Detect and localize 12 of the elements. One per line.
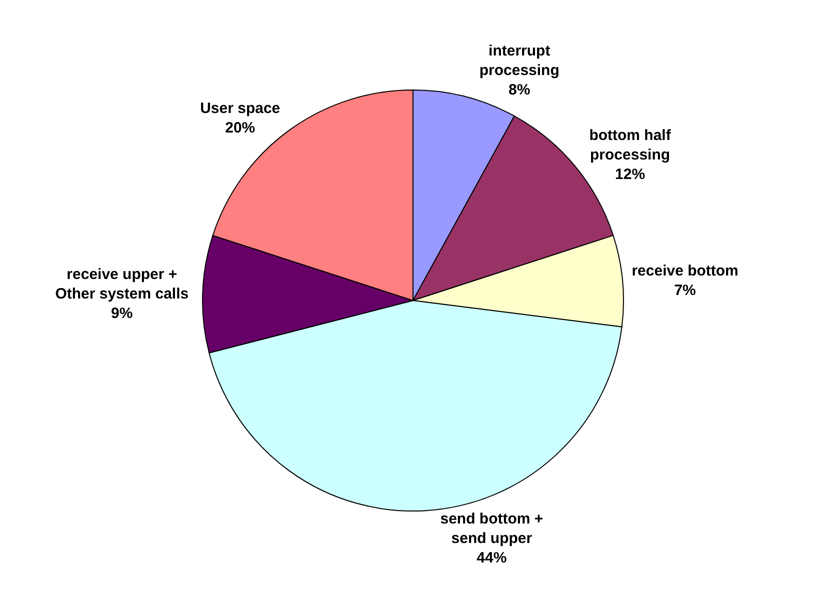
slice-label: interrupt processing: [479, 42, 560, 79]
data-label: 20%: [225, 120, 256, 137]
data-label: 8%: [508, 81, 530, 98]
data-label: 44%: [476, 549, 507, 566]
slice-label: User space: [200, 100, 280, 118]
slice-label: receive upper + Other system calls: [55, 266, 189, 302]
data-label: 9%: [111, 304, 133, 322]
data-label: 12%: [615, 166, 646, 183]
slice-label: bottom half processing: [589, 126, 672, 164]
slice-label: send bottom + send upper: [440, 510, 544, 547]
slice-label: receive bottom: [632, 262, 738, 280]
data-label: 7%: [674, 282, 696, 299]
